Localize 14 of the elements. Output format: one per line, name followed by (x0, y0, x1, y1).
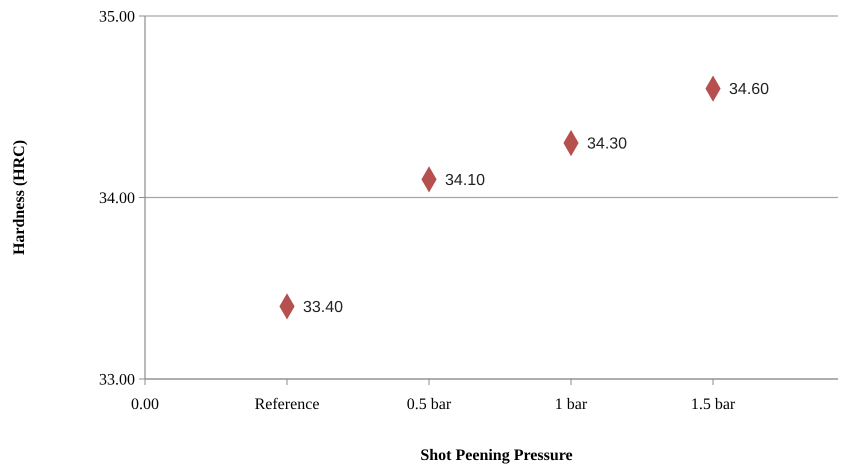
y-tick-label: 34.00 (99, 190, 135, 208)
y-tick-label: 33.00 (99, 372, 135, 389)
x-axis-title: Shot Peening Pressure (420, 447, 573, 464)
y-tick-label: 35.00 (99, 8, 135, 26)
x-tick-label: 0.5 bar (406, 396, 452, 413)
x-tick-label: Reference (254, 396, 320, 413)
x-tick-label: 0.00 (131, 396, 159, 413)
data-label: 34.60 (729, 81, 770, 98)
data-label: 34.10 (445, 172, 486, 189)
data-label: 33.40 (303, 299, 344, 316)
data-label: 34.30 (587, 136, 628, 153)
y-axis-title: Hardness (HRC) (11, 140, 28, 256)
x-tick-label: 1.5 bar (690, 396, 736, 413)
x-tick-label: 1 bar (554, 396, 588, 413)
